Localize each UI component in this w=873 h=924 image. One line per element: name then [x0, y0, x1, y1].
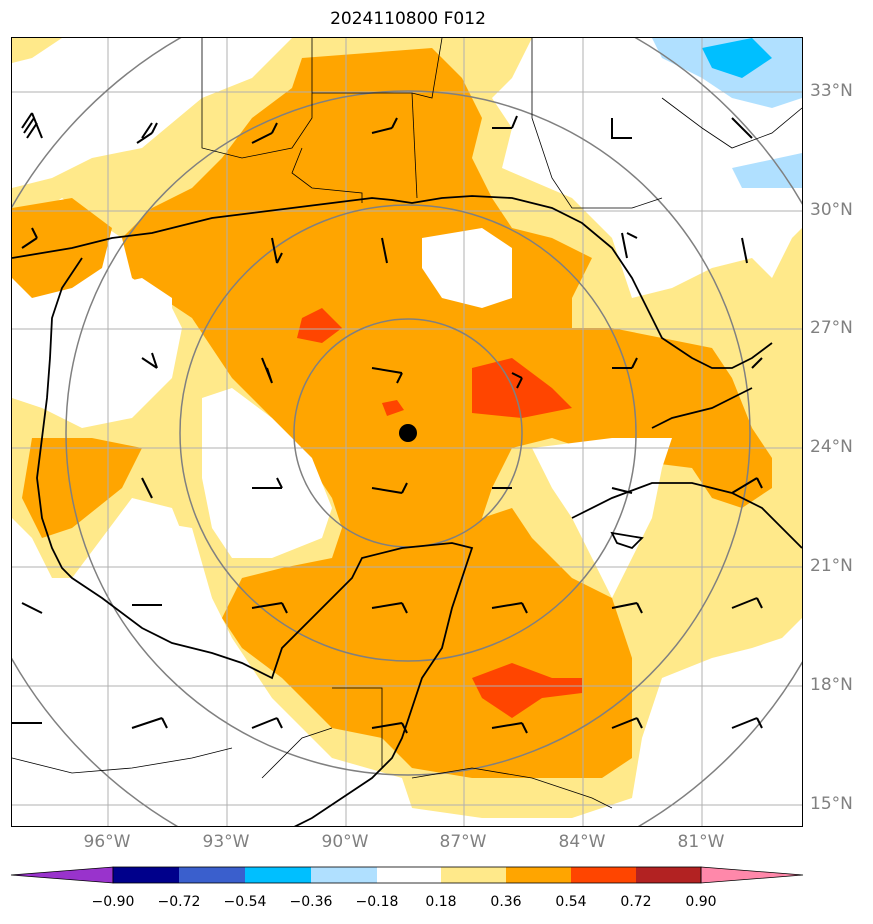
colorbar-tick-2: −0.72	[157, 894, 201, 910]
colorbar-swatch-4	[311, 867, 377, 883]
lon-label-81w: 81°W	[677, 832, 725, 852]
lat-lon-grid	[12, 38, 802, 826]
map-canvas	[12, 38, 802, 826]
white-region-southwest	[12, 518, 252, 826]
wind-barbs	[12, 112, 763, 734]
lat-label-15n: 15°N	[810, 794, 853, 814]
coastline	[12, 195, 802, 826]
contour-fill-neg-blue	[702, 38, 772, 78]
contour-fill-054-072-d	[382, 400, 404, 416]
white-region-southeast	[642, 638, 802, 826]
colorbar-swatch-8	[571, 867, 636, 883]
lat-label-33n: 33°N	[810, 81, 853, 101]
lat-label-24n: 24°N	[810, 437, 853, 457]
contour-fill-054-072-b	[297, 308, 342, 343]
lat-label-27n: 27°N	[810, 318, 853, 338]
colorbar-tick-4: −0.36	[289, 894, 333, 910]
lon-label-96w: 96°W	[83, 832, 131, 852]
lat-label-21n: 21°N	[810, 556, 853, 576]
colorbar-swatch-over	[700, 866, 804, 884]
colorbar-tick-6: 0.18	[425, 894, 457, 910]
white-region-west	[52, 278, 172, 408]
lat-label-30n: 30°N	[810, 200, 853, 220]
contour-fill-054-072-a	[472, 358, 572, 418]
colorbar-swatch-under	[10, 866, 114, 884]
lat-label-18n: 18°N	[810, 675, 853, 695]
lon-label-90w: 90°W	[321, 832, 369, 852]
white-region-east	[532, 438, 672, 598]
colorbar-swatch-9	[636, 867, 701, 883]
lon-label-84w: 84°W	[558, 832, 606, 852]
colorbar-swatch-1	[113, 867, 179, 883]
colorbar-swatch-3	[245, 867, 311, 883]
colorbar-tick-7: 0.36	[490, 894, 522, 910]
range-rings	[12, 38, 802, 826]
colorbar-swatch-7	[506, 867, 571, 883]
white-region-north	[422, 228, 512, 308]
white-region-central-west	[202, 388, 332, 558]
colorbar-tick-8: 0.54	[555, 894, 587, 910]
colorbar-swatch-2	[179, 867, 245, 883]
colorbar-tick-1: −0.90	[91, 894, 135, 910]
contour-fill-neg-blue-east	[732, 153, 802, 188]
colorbar-swatch-6	[441, 867, 506, 883]
lon-label-87w: 87°W	[439, 832, 487, 852]
colorbar	[10, 866, 804, 884]
map-title: 2024110800 F012	[330, 9, 486, 29]
state-borders	[12, 38, 802, 809]
colorbar-tick-10: 0.90	[685, 894, 717, 910]
colorbar-tick-5: −0.18	[355, 894, 399, 910]
lon-label-93w: 93°W	[202, 832, 250, 852]
colorbar-tick-3: −0.54	[223, 894, 267, 910]
contour-fill-054-072-c	[472, 663, 582, 718]
colorbar-tick-9: 0.72	[620, 894, 652, 910]
colorbar-swatch-5	[377, 867, 441, 883]
map-panel	[11, 37, 803, 827]
storm-center-dot	[399, 424, 417, 442]
